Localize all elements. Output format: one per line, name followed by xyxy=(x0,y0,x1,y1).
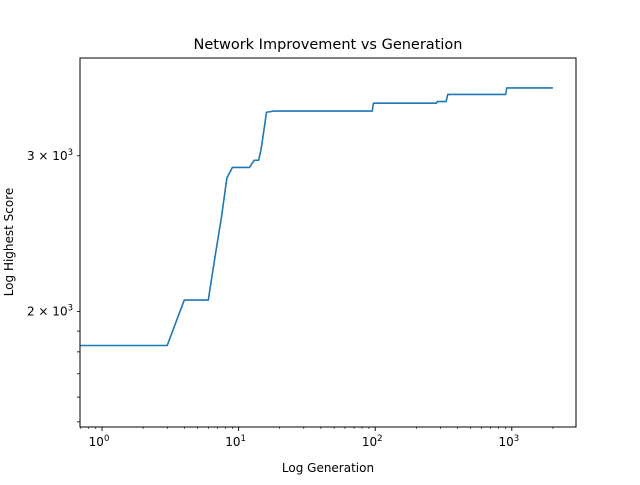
x-tick-label: 101 xyxy=(225,434,246,449)
plot-frame xyxy=(79,57,577,428)
series-line-0 xyxy=(80,87,553,347)
x-tick-label: 103 xyxy=(498,434,519,449)
x-axis-label: Log Generation xyxy=(282,461,374,475)
y-tick-label: 3 × 103 xyxy=(27,148,73,163)
chart-title: Network Improvement vs Generation xyxy=(194,37,463,53)
y-axis-label: Log Highest Score xyxy=(2,188,16,297)
y-tick-label: 2 × 103 xyxy=(27,303,73,318)
x-tick-label: 100 xyxy=(89,434,110,449)
x-tick-label: 102 xyxy=(362,434,383,449)
